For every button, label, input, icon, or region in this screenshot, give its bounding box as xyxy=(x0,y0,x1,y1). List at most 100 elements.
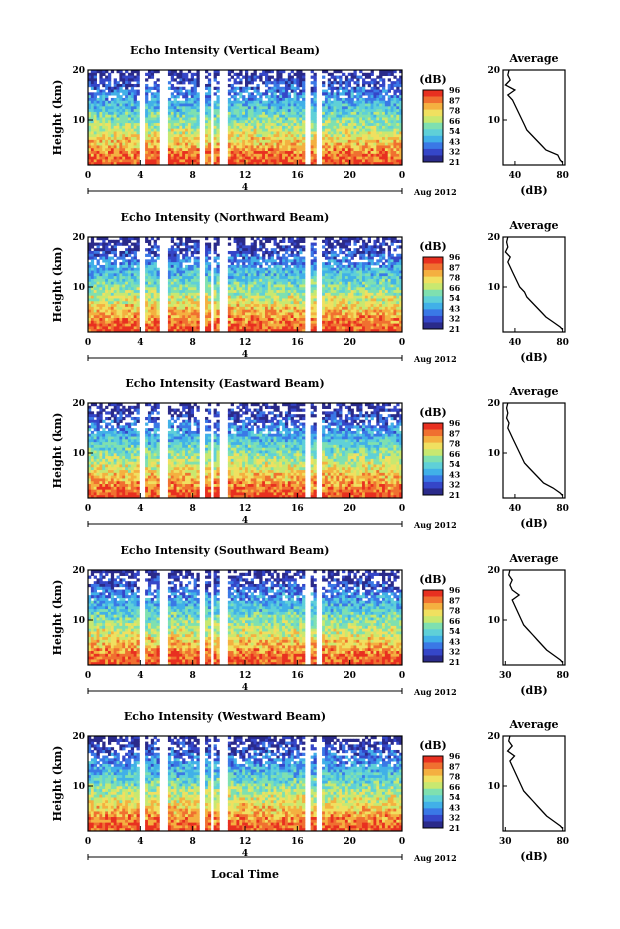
heatmap-cell xyxy=(347,145,352,149)
heatmap-cell xyxy=(267,278,272,283)
heatmap-cell xyxy=(173,139,177,144)
heatmap-cell xyxy=(110,92,115,96)
heatmap-cell xyxy=(179,298,183,302)
heatmap-cell xyxy=(88,114,92,118)
heatmap-cell xyxy=(213,117,217,121)
heatmap-cell xyxy=(216,304,220,308)
heatmap-cell xyxy=(396,145,400,149)
heatmap-cell xyxy=(179,81,183,85)
heatmap-cell xyxy=(370,86,374,90)
panel-2: Echo Intensity (Northward Beam)1020Heigh… xyxy=(51,211,569,364)
heatmap-cell xyxy=(302,298,306,302)
heatmap-cell xyxy=(250,267,254,271)
heatmap-cell xyxy=(233,128,237,132)
heatmap-cell xyxy=(113,137,117,141)
heatmap-cell xyxy=(276,278,280,283)
heatmap-cell xyxy=(96,242,100,246)
heatmap-cell xyxy=(284,301,289,305)
heatmap-cell xyxy=(170,162,175,166)
heatmap-cell xyxy=(176,123,180,127)
heatmap-cell xyxy=(136,153,140,158)
heatmap-cell xyxy=(399,70,403,74)
heatmap-cell xyxy=(262,292,266,297)
heatmap-cell xyxy=(396,83,400,88)
heatmap-cell xyxy=(125,309,129,313)
heatmap-cell xyxy=(350,103,354,107)
heatmap-cell xyxy=(216,267,220,271)
heatmap-cell xyxy=(259,125,263,130)
heatmap-cell xyxy=(179,111,183,116)
heatmap-cell xyxy=(179,86,183,90)
heatmap-cell xyxy=(296,81,300,85)
heatmap-cell xyxy=(276,70,280,74)
heatmap-cell xyxy=(333,109,337,113)
heatmap-cell xyxy=(102,103,106,107)
heatmap-cell xyxy=(247,131,252,135)
heatmap-cell xyxy=(264,142,269,146)
heatmap-cell xyxy=(147,278,152,283)
heatmap-cell xyxy=(264,318,269,322)
heatmap-cell xyxy=(216,159,220,163)
heatmap-cell xyxy=(230,250,234,255)
heatmap-cell xyxy=(399,162,403,166)
heatmap-cell xyxy=(170,281,175,285)
heatmap-cell xyxy=(93,284,97,288)
heatmap-cell xyxy=(176,304,180,308)
heatmap-cell xyxy=(376,151,380,155)
heatmap-cell xyxy=(324,89,329,93)
heatmap-cell xyxy=(264,237,269,241)
heatmap-cell xyxy=(99,131,103,135)
heatmap-cell xyxy=(179,117,183,121)
heatmap-cell xyxy=(127,95,132,99)
heatmap-cell xyxy=(233,329,237,333)
heatmap-cell xyxy=(302,270,306,274)
heatmap-cell xyxy=(262,245,266,249)
heatmap-cell xyxy=(293,128,297,132)
heatmap-cell xyxy=(122,81,126,85)
heatmap-cell xyxy=(276,78,280,82)
heatmap-cell xyxy=(145,312,149,316)
heatmap-cell xyxy=(327,128,332,132)
heatmap-cell xyxy=(396,125,400,130)
heatmap-cell xyxy=(290,287,294,291)
heatmap-cell xyxy=(145,278,149,283)
heatmap-cell xyxy=(239,306,243,311)
heatmap-cell xyxy=(279,329,283,333)
heatmap-cell xyxy=(193,145,197,149)
heatmap-cell xyxy=(187,137,192,141)
heatmap-cell xyxy=(253,78,257,82)
heatmap-cell xyxy=(156,159,160,163)
heatmap-cell xyxy=(290,309,294,313)
heatmap-cell xyxy=(299,151,303,155)
heatmap-cell xyxy=(170,315,175,319)
heatmap-cell xyxy=(247,323,252,327)
heatmap-cell xyxy=(296,162,300,166)
heatmap-cell xyxy=(379,123,383,127)
heatmap-cell xyxy=(379,117,383,121)
heatmap-cell xyxy=(356,114,360,118)
heatmap-cell xyxy=(193,245,197,249)
heatmap-cell xyxy=(182,153,186,158)
heatmap-cell xyxy=(107,123,112,127)
heatmap-cell xyxy=(396,120,400,124)
heatmap-cell xyxy=(264,145,269,149)
heatmap-cell xyxy=(127,312,132,316)
heatmap-cell xyxy=(287,284,292,288)
heatmap-cell xyxy=(324,134,329,138)
heatmap-cell xyxy=(193,278,197,283)
heatmap-cell xyxy=(293,264,297,269)
heatmap-cell xyxy=(119,125,123,130)
heatmap-cell xyxy=(284,97,289,102)
heatmap-cell xyxy=(113,306,117,311)
heatmap-cell xyxy=(379,139,383,144)
heatmap-cell xyxy=(233,312,237,316)
heatmap-cell xyxy=(176,323,180,327)
heatmap-cell xyxy=(302,264,306,269)
heatmap-cell xyxy=(130,106,135,110)
heatmap-cell xyxy=(270,120,274,124)
heatmap-cell xyxy=(145,298,149,302)
heatmap-cell xyxy=(170,106,175,110)
heatmap-cell xyxy=(173,287,177,291)
heatmap-cell xyxy=(113,264,117,269)
heatmap-cell xyxy=(242,242,246,246)
